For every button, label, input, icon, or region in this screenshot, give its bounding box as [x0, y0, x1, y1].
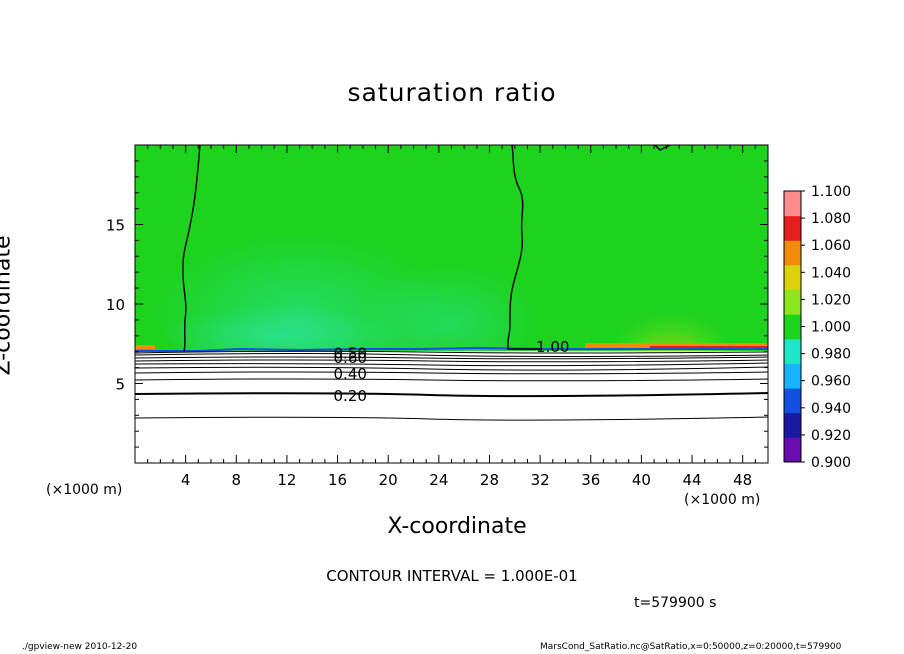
x-tick-label: 20 [379, 471, 398, 489]
contour-line [135, 416, 768, 421]
time-text: t=579900 s [634, 595, 717, 611]
footer-right: MarsCond_SatRatio.nc@SatRatio,x=0:50000,… [540, 642, 842, 652]
x-tick-label: 36 [581, 471, 600, 489]
y-tick-label: 15 [106, 217, 125, 235]
colorbar-swatch [784, 338, 801, 364]
y-tick-label: 10 [106, 296, 125, 314]
colorbar-swatch [784, 363, 801, 389]
colorbar-label: 0.900 [811, 455, 851, 471]
colorbar-swatch [784, 412, 801, 438]
colorbar-label: 0.920 [811, 428, 851, 444]
colorbar-label: 1.020 [811, 292, 851, 308]
x-tick-label: 8 [232, 471, 242, 489]
contour-label: 0.60 [334, 349, 367, 367]
z-unit-label: (×1000 m) [46, 482, 123, 498]
colorbar-label: 1.060 [811, 238, 851, 254]
x-tick-label: 44 [682, 471, 701, 489]
colorbar-swatch [784, 314, 801, 340]
field-subsat-blob [360, 250, 540, 370]
x-tick-label: 48 [733, 471, 752, 489]
contour-line [135, 353, 768, 357]
field-white-region [135, 352, 768, 463]
field-supersat-band [135, 345, 155, 349]
x-unit-label: (×1000 m) [684, 492, 761, 508]
x-tick-label: 24 [429, 471, 448, 489]
x-tick-label: 4 [181, 471, 191, 489]
contour-label: 1.00 [536, 338, 569, 356]
x-tick-label: 32 [531, 471, 550, 489]
contour-line-1-00 [507, 145, 540, 350]
contour-line [135, 371, 768, 375]
colorbar-swatch [784, 264, 801, 291]
footer-left: ./gpview-new 2010-12-20 [22, 642, 138, 652]
x-tick-label: 16 [328, 471, 347, 489]
colorbar-label: 0.960 [811, 374, 851, 390]
contour-line [135, 356, 768, 360]
colorbar-label: 1.100 [811, 184, 851, 200]
field-boundary-blue [135, 346, 768, 352]
y-axis-label: Z-coordinate [0, 235, 16, 376]
contour-label: 0.20 [334, 387, 367, 405]
contour-line-1-00 [182, 145, 201, 352]
x-tick-label: 28 [480, 471, 499, 489]
colorbar-swatch [784, 437, 801, 463]
colorbar: 0.900 0.920 0.940 0.960 0.980 1.000 1.020 1.040… [783, 184, 851, 471]
axis-ticks [135, 145, 768, 463]
chart-title: saturation ratio [347, 78, 557, 107]
colorbar-label: 1.040 [811, 265, 851, 281]
contour-labels: 1.00 0.600.50 0.40 0.20 [334, 338, 570, 405]
field-layer [135, 145, 768, 463]
contour-line [135, 378, 768, 382]
field-subsat-blob [160, 300, 400, 360]
contour-line [135, 350, 768, 354]
contour-lines [135, 350, 768, 421]
contour-line [135, 392, 768, 398]
y-tick-label: 5 [115, 376, 125, 394]
colorbar-label: 0.940 [811, 401, 851, 417]
contour-label: 0.50 [334, 344, 367, 362]
x-tick-label: 40 [632, 471, 651, 489]
x-axis-label: X-coordinate [387, 514, 527, 539]
colorbar-label: 0.980 [811, 347, 851, 363]
contour-line [135, 362, 768, 367]
contour-interval-text: CONTOUR INTERVAL = 1.000E-01 [326, 567, 578, 585]
x-tick-label: 12 [277, 471, 296, 489]
colorbar-swatch [784, 289, 801, 315]
colorbar-swatch [784, 191, 801, 217]
colorbar-swatch [784, 240, 801, 266]
colorbar-label: 1.080 [811, 211, 851, 227]
colorbar-swatch [784, 215, 801, 241]
contour-line [135, 366, 768, 371]
field-supersat-band [650, 346, 768, 349]
contour-label: 0.40 [334, 365, 367, 383]
colorbar-label: 1.000 [811, 320, 851, 336]
colorbar-swatch [784, 388, 801, 414]
contour-line [135, 359, 768, 363]
field-supersat-band [585, 343, 768, 348]
